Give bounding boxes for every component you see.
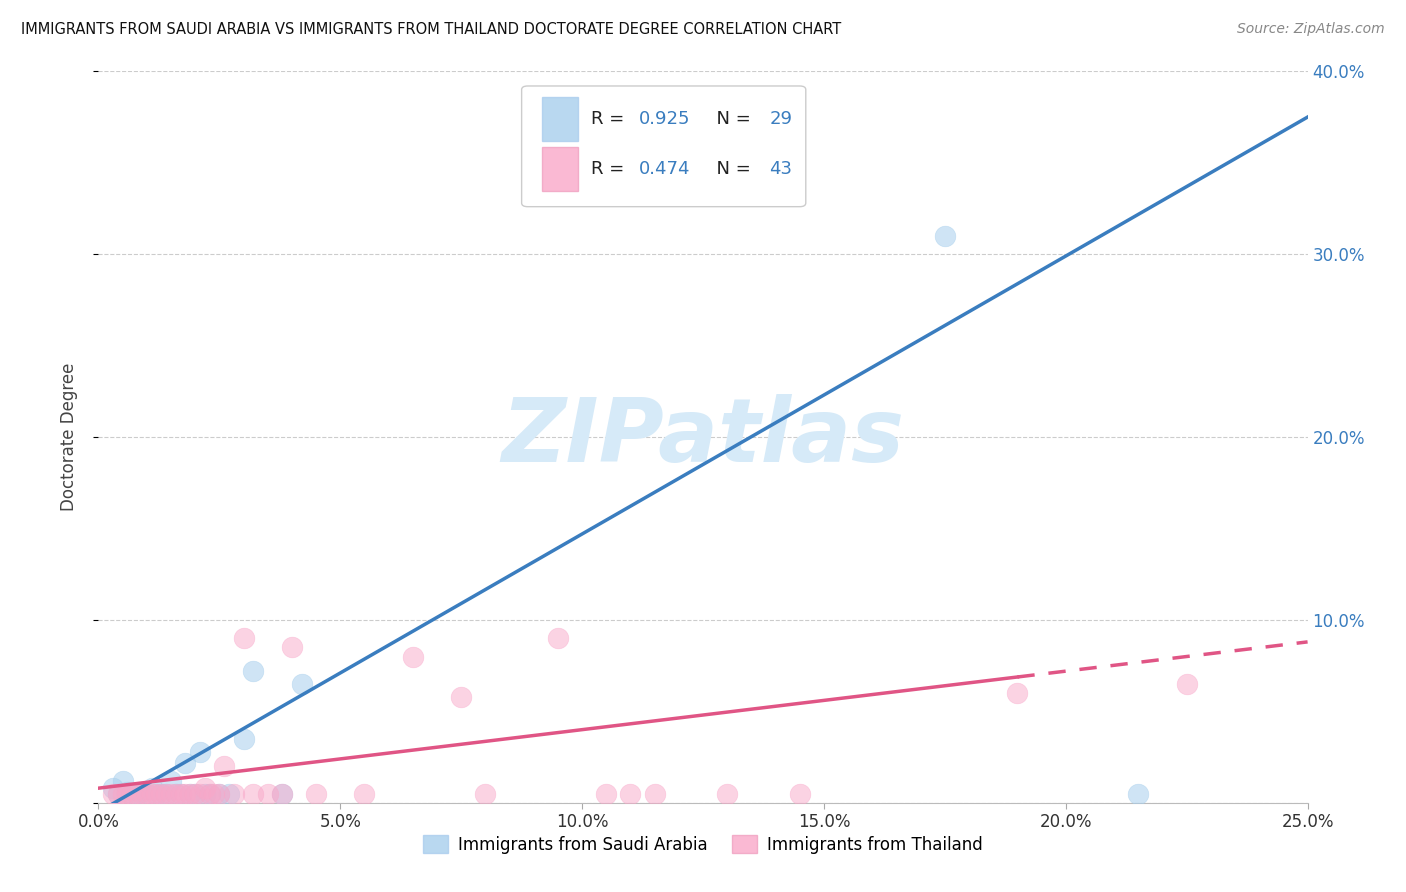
Point	[212, 759, 235, 773]
Point	[934, 229, 956, 244]
Point	[127, 787, 149, 801]
Point	[169, 787, 191, 801]
Point	[188, 787, 211, 801]
Point	[1128, 787, 1150, 801]
Point	[256, 787, 278, 801]
Text: R =: R =	[591, 110, 630, 128]
Text: ZIPatlas: ZIPatlas	[502, 393, 904, 481]
Point	[242, 664, 264, 678]
Point	[644, 787, 666, 801]
FancyBboxPatch shape	[543, 97, 578, 141]
Point	[271, 787, 294, 801]
Point	[547, 632, 569, 646]
Point	[150, 787, 173, 801]
Point	[198, 787, 221, 801]
Point	[121, 787, 143, 801]
Point	[218, 787, 240, 801]
Point	[107, 787, 129, 801]
Point	[141, 787, 163, 801]
Point	[290, 677, 312, 691]
Point	[184, 787, 207, 801]
Point	[160, 773, 183, 788]
Point	[111, 787, 134, 801]
Point	[117, 785, 139, 799]
Point	[619, 787, 641, 801]
Point	[174, 787, 197, 801]
Point	[111, 773, 134, 788]
Point	[184, 787, 207, 801]
Point	[305, 787, 328, 801]
Point	[141, 781, 163, 796]
Point	[135, 787, 157, 801]
Point	[1175, 677, 1198, 691]
Point	[198, 787, 221, 801]
FancyBboxPatch shape	[543, 146, 578, 191]
Point	[1007, 686, 1029, 700]
Point	[179, 787, 201, 801]
Point	[188, 745, 211, 759]
Point	[450, 690, 472, 704]
Point	[716, 787, 738, 801]
Point	[353, 787, 375, 801]
Point	[179, 787, 201, 801]
Point	[135, 787, 157, 801]
Point	[165, 787, 187, 801]
Text: 29: 29	[769, 110, 793, 128]
Text: Source: ZipAtlas.com: Source: ZipAtlas.com	[1237, 22, 1385, 37]
Point	[155, 787, 177, 801]
Point	[160, 787, 183, 801]
Point	[127, 787, 149, 801]
Point	[232, 731, 254, 746]
Point	[242, 787, 264, 801]
Point	[595, 787, 617, 801]
Point	[131, 785, 153, 799]
Y-axis label: Doctorate Degree: Doctorate Degree	[59, 363, 77, 511]
Point	[204, 787, 226, 801]
Point	[107, 787, 129, 801]
Point	[169, 787, 191, 801]
Point	[131, 787, 153, 801]
Point	[150, 787, 173, 801]
Point	[474, 787, 496, 801]
Legend: Immigrants from Saudi Arabia, Immigrants from Thailand: Immigrants from Saudi Arabia, Immigrants…	[416, 829, 990, 860]
Text: 0.925: 0.925	[638, 110, 690, 128]
Point	[101, 787, 124, 801]
Point	[194, 781, 217, 796]
Text: 43: 43	[769, 160, 793, 178]
Point	[208, 787, 231, 801]
Point	[208, 787, 231, 801]
Point	[271, 787, 294, 801]
Point	[155, 787, 177, 801]
Text: N =: N =	[706, 160, 756, 178]
Point	[402, 649, 425, 664]
Point	[165, 787, 187, 801]
Text: N =: N =	[706, 110, 756, 128]
Point	[222, 787, 245, 801]
Text: IMMIGRANTS FROM SAUDI ARABIA VS IMMIGRANTS FROM THAILAND DOCTORATE DEGREE CORREL: IMMIGRANTS FROM SAUDI ARABIA VS IMMIGRAN…	[21, 22, 841, 37]
Point	[101, 781, 124, 796]
Point	[121, 787, 143, 801]
FancyBboxPatch shape	[522, 86, 806, 207]
Point	[232, 632, 254, 646]
Point	[174, 756, 197, 770]
Text: 0.474: 0.474	[638, 160, 690, 178]
Point	[145, 787, 167, 801]
Point	[281, 640, 304, 655]
Point	[145, 787, 167, 801]
Point	[194, 787, 217, 801]
Point	[117, 787, 139, 801]
Text: R =: R =	[591, 160, 630, 178]
Point	[789, 787, 811, 801]
